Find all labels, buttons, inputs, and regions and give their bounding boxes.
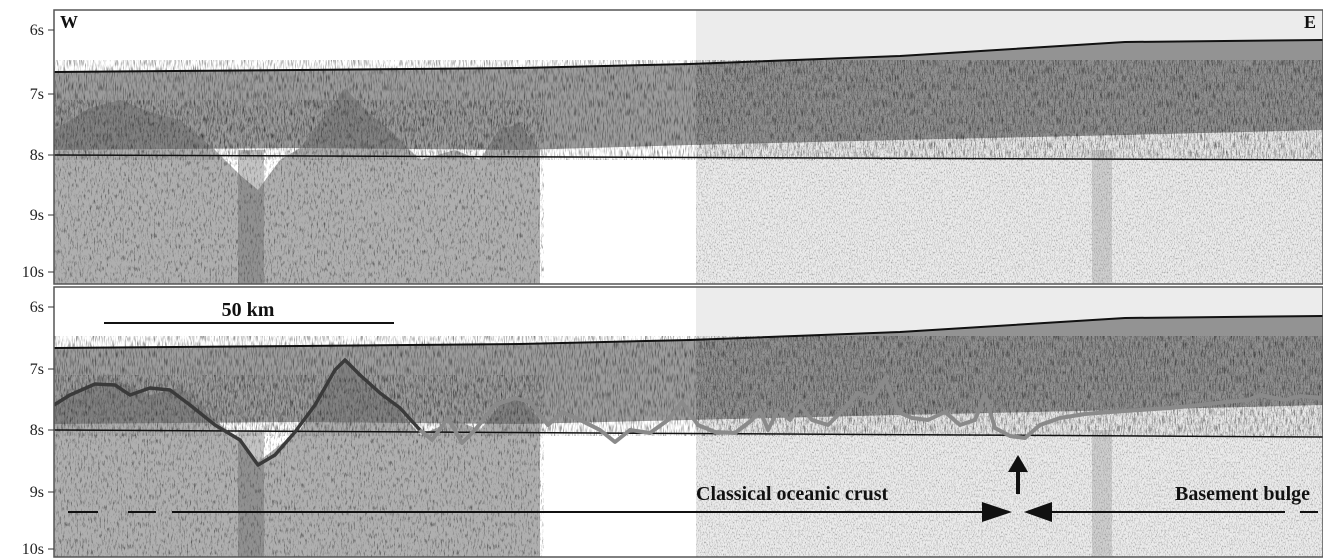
bottom-tick-10s: 10s: [22, 541, 44, 558]
classical-oceanic-crust-label: Classical oceanic crust: [696, 483, 889, 505]
top-panel: 6s 7s 8s 9s 10s W E: [22, 9, 1323, 285]
bottom-panel-frame: [53, 286, 1323, 558]
left-pointing-arrowhead-icon: [1024, 502, 1052, 522]
bottom-tick-7s: 7s: [30, 361, 44, 378]
bottom-time-axis: 6s 7s 8s 9s 10s: [22, 299, 54, 558]
top-streak: [1092, 150, 1112, 284]
top-streak: [238, 150, 264, 284]
top-tick-8s: 8s: [30, 147, 44, 164]
bottom-tick-6s: 6s: [30, 299, 44, 316]
top-tick-9s: 9s: [30, 207, 44, 224]
top-tick-10s: 10s: [22, 264, 44, 281]
top-tick-6s: 6s: [30, 22, 44, 39]
bottom-east-texture: [696, 336, 1323, 557]
top-basement-texture: [54, 100, 544, 284]
top-8s-line: [54, 154, 1323, 161]
bottom-tick-9s: 9s: [30, 484, 44, 501]
bottom-panel: 6s 7s 8s 9s 10s 50 km Classical oceanic …: [22, 286, 1323, 558]
east-label: E: [1304, 12, 1316, 32]
top-time-axis: 6s 7s 8s 9s 10s: [22, 22, 54, 281]
bottom-streak: [1092, 430, 1112, 557]
west-label: W: [60, 12, 78, 32]
top-panel-frame: [53, 9, 1323, 285]
scale-bar-label: 50 km: [222, 299, 275, 321]
basement-trace-west: [54, 358, 422, 467]
basement-trace-east: [418, 376, 1323, 445]
basement-bulge-label: Basement bulge: [1175, 483, 1310, 505]
bottom-streak: [238, 430, 264, 557]
bottom-seafloor: [54, 315, 1323, 349]
top-tick-7s: 7s: [30, 86, 44, 103]
top-seafloor: [54, 39, 1323, 73]
bottom-8s-line: [54, 429, 1323, 438]
bottom-tick-8s: 8s: [30, 422, 44, 439]
up-arrow-icon: [1008, 455, 1028, 494]
right-pointing-arrowhead-icon: [982, 502, 1012, 522]
bottom-basement-texture: [54, 375, 544, 557]
top-east-texture: [696, 60, 1323, 284]
